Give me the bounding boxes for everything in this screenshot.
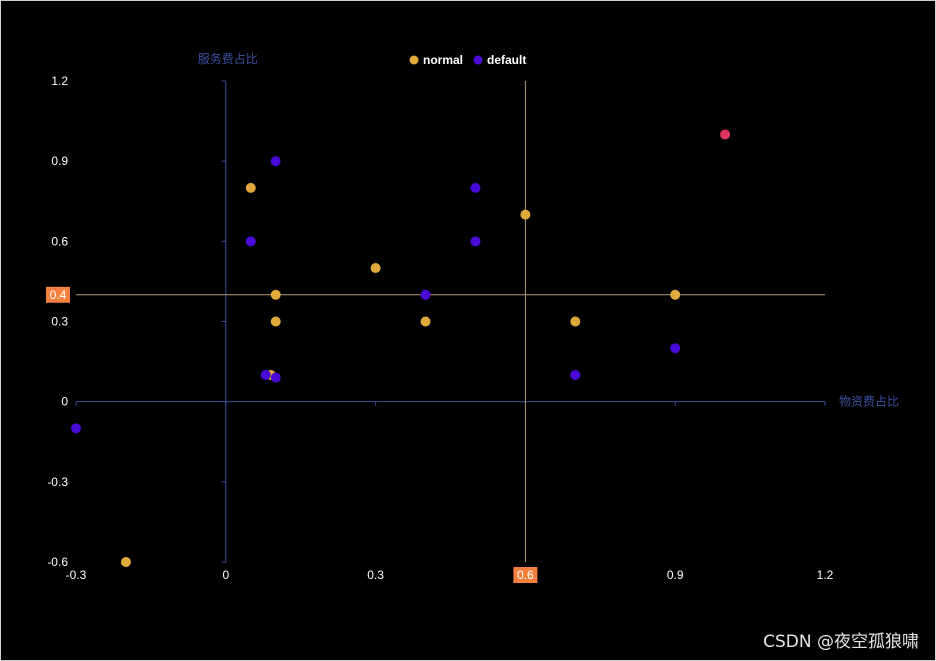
point-normal [370,263,381,274]
point-normal [420,316,431,327]
y-tick-label: 0.6 [51,234,68,248]
point-default [570,369,581,380]
point-normal [670,289,681,300]
y-tick-label: 1.2 [51,74,68,88]
x-tick-label: 0 [222,568,229,582]
point-default [470,236,481,247]
point-default [270,156,281,167]
markline-y-label: 0.4 [50,288,67,302]
x-tick-label: 0.9 [667,568,684,582]
markline-x-label: 0.6 [517,568,534,582]
point-default [670,343,681,354]
point-normal [520,209,531,220]
y-tick-label: 0.3 [51,315,68,329]
watermark: CSDN @夜空孤狼啸 [763,632,919,652]
x-axis-name: 物资费占比 [839,394,899,409]
legend-label: default [487,53,526,67]
mark-lines: 0.6 0.4 [46,81,825,583]
legend-item-normal[interactable]: normal [409,53,464,67]
legend-marker [409,55,419,65]
point-default [260,369,271,380]
y-axis-name: 服务费占比 [198,51,258,66]
x-tick-label: 1.2 [817,568,834,582]
point-default [245,236,256,247]
legend-marker [473,55,483,65]
point-normal [270,316,281,327]
data-points [71,129,731,567]
point-normal [570,316,581,327]
legend[interactable]: normal default [409,53,527,67]
y-tick-label: 0 [61,395,68,409]
point-highlight [720,129,731,140]
x-tick-label: -0.3 [66,568,87,582]
point-normal [120,557,131,567]
markline-y-label-bg [46,286,70,303]
y-tick-label: 0.9 [51,154,68,168]
y-tick-label: -0.6 [47,555,68,569]
y-tick-label: -0.3 [47,475,68,489]
point-default [470,182,481,193]
point-normal [270,289,281,300]
point-default [270,372,281,383]
markline-x-label-bg [513,567,538,583]
x-tick-label: 0.3 [367,568,384,582]
legend-item-default[interactable]: default [473,53,527,67]
tick-labels: -0.3 0 0.3 0.9 1.2-0.6-0.300.30.60.91.2服务费占比… [47,51,899,582]
axes-layer [75,80,826,563]
point-normal [245,182,256,193]
legend-label: normal [423,53,463,67]
point-default [71,423,81,434]
point-default [420,289,431,300]
